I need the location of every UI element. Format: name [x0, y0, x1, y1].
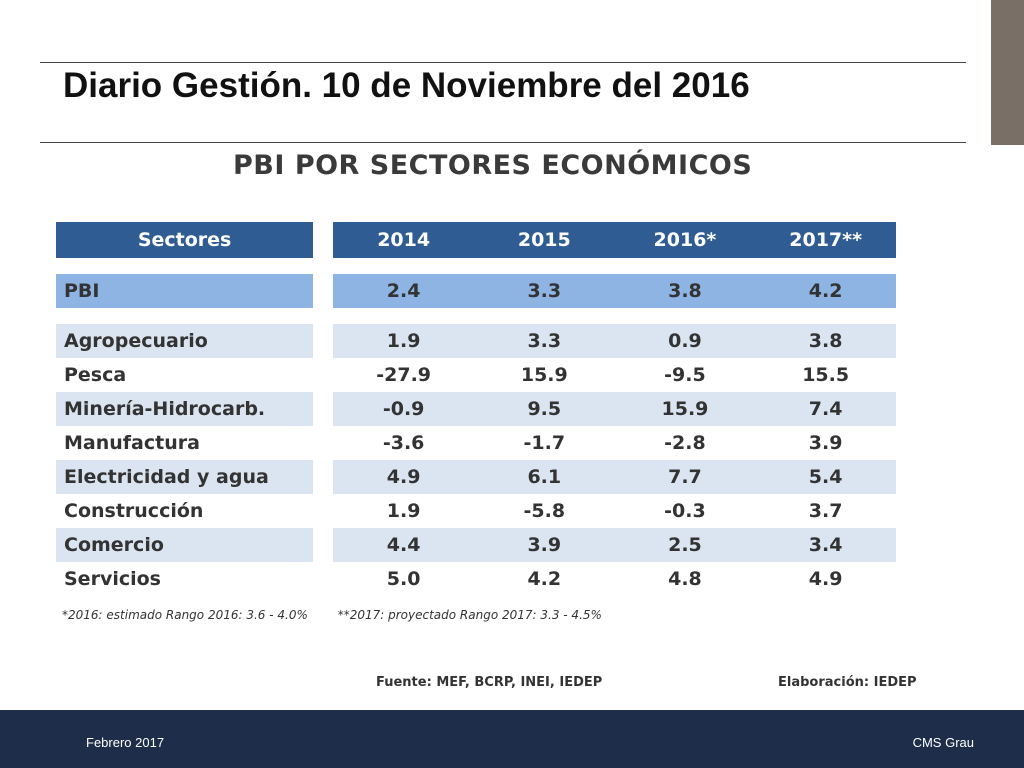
table-source: Fuente: MEF, BCRP, INEI, IEDEP: [376, 675, 603, 690]
slide-footer: Febrero 2017 CMS Grau: [0, 710, 1024, 768]
header-2017: 2017**: [755, 222, 896, 258]
cell-value: 3.9: [473, 528, 615, 562]
table-row: Electricidad y agua 4.9 6.1 7.7 5.4: [56, 460, 896, 494]
table-title: PBI POR SECTORES ECONÓMICOS: [233, 150, 753, 181]
header-2014: 2014: [333, 222, 474, 258]
cell-value: 15.5: [755, 358, 896, 392]
cell-value: 7.7: [614, 460, 756, 494]
cell-value: 15.9: [614, 392, 756, 426]
footer-date: Febrero 2017: [86, 735, 165, 750]
cell-value: -9.5: [614, 358, 756, 392]
title-rule-top: [40, 62, 966, 63]
cell-value: 4.8: [614, 562, 756, 596]
column-gap: [313, 392, 334, 426]
cell-value: 0.9: [614, 324, 756, 358]
pbi-sectors-table: Sectores 2014 2015 2016* 2017** PBI 2.4 …: [56, 222, 896, 596]
cell-value: -2.8: [614, 426, 756, 460]
header-2016: 2016*: [614, 222, 756, 258]
cell-value: 4.9: [755, 562, 896, 596]
column-gap: [313, 274, 334, 308]
row-label: Servicios: [56, 562, 314, 596]
column-gap: [313, 324, 334, 358]
slide-title: Diario Gestión. 10 de Noviembre del 2016: [63, 66, 750, 105]
cell-value: 3.7: [755, 494, 896, 528]
row-label: Comercio: [56, 528, 314, 562]
decorative-side-bar: [991, 0, 1024, 145]
table-header-row: Sectores 2014 2015 2016* 2017**: [56, 222, 896, 258]
row-label: Pesca: [56, 358, 314, 392]
spacer-row: [56, 258, 896, 274]
table-row: Servicios 5.0 4.2 4.8 4.9: [56, 562, 896, 596]
table-row-pbi: PBI 2.4 3.3 3.8 4.2: [56, 274, 896, 308]
table-notes: *2016: estimado Rango 2016: 3.6 - 4.0% *…: [62, 608, 628, 622]
table-row: Minería-Hidrocarb. -0.9 9.5 15.9 7.4: [56, 392, 896, 426]
header-sectores: Sectores: [56, 222, 314, 258]
cell-value: 4.9: [333, 460, 474, 494]
cell-value: 3.3: [473, 274, 615, 308]
column-gap: [313, 460, 334, 494]
table-row: Comercio 4.4 3.9 2.5 3.4: [56, 528, 896, 562]
column-gap: [313, 528, 334, 562]
row-label: Manufactura: [56, 426, 314, 460]
cell-value: 1.9: [333, 324, 474, 358]
cell-value: 4.2: [473, 562, 615, 596]
cell-value: 3.8: [614, 274, 756, 308]
table-row: Manufactura -3.6 -1.7 -2.8 3.9: [56, 426, 896, 460]
cell-value: 3.9: [755, 426, 896, 460]
cell-value: -0.3: [614, 494, 756, 528]
column-gap: [313, 426, 334, 460]
table-row: Pesca -27.9 15.9 -9.5 15.5: [56, 358, 896, 392]
column-gap: [313, 358, 334, 392]
note-2016: *2016: estimado Rango 2016: 3.6 - 4.0%: [62, 608, 308, 622]
cell-value: 5.0: [333, 562, 474, 596]
row-label: PBI: [56, 274, 314, 308]
cell-value: -1.7: [473, 426, 615, 460]
cell-value: -5.8: [473, 494, 615, 528]
spacer-row: [56, 308, 896, 324]
cell-value: 3.4: [755, 528, 896, 562]
cell-value: 3.8: [755, 324, 896, 358]
cell-value: 6.1: [473, 460, 615, 494]
row-label: Agropecuario: [56, 324, 314, 358]
cell-value: 3.3: [473, 324, 615, 358]
cell-value: 5.4: [755, 460, 896, 494]
cell-value: 7.4: [755, 392, 896, 426]
row-label: Electricidad y agua: [56, 460, 314, 494]
table-row: Agropecuario 1.9 3.3 0.9 3.8: [56, 324, 896, 358]
note-2017: **2017: proyectado Rango 2017: 3.3 - 4.5…: [337, 608, 602, 622]
cell-value: 9.5: [473, 392, 615, 426]
cell-value: -3.6: [333, 426, 474, 460]
cell-value: 15.9: [473, 358, 615, 392]
row-label: Minería-Hidrocarb.: [56, 392, 314, 426]
column-gap: [313, 494, 334, 528]
row-label: Construcción: [56, 494, 314, 528]
table-credit: Elaboración: IEDEP: [778, 675, 917, 690]
cell-value: 2.4: [333, 274, 474, 308]
cell-value: -0.9: [333, 392, 474, 426]
header-2015: 2015: [473, 222, 615, 258]
cell-value: -27.9: [333, 358, 474, 392]
table-row: Construcción 1.9 -5.8 -0.3 3.7: [56, 494, 896, 528]
cell-value: 1.9: [333, 494, 474, 528]
footer-organization: CMS Grau: [912, 735, 974, 750]
cell-value: 2.5: [614, 528, 756, 562]
title-rule-bottom: [40, 142, 966, 143]
column-gap: [313, 562, 334, 596]
column-gap: [313, 222, 334, 258]
cell-value: 4.4: [333, 528, 474, 562]
cell-value: 4.2: [755, 274, 896, 308]
